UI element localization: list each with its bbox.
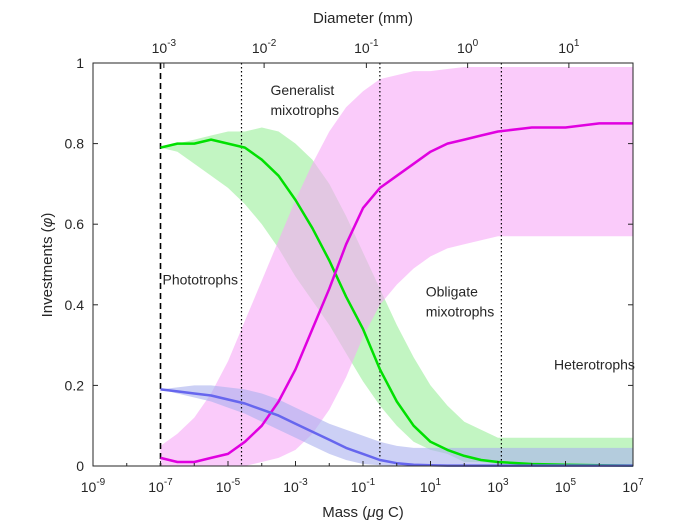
magenta-series-line xyxy=(160,122,633,464)
x-tick-label-6: 103 xyxy=(487,477,509,495)
x-tick-label-0-base: 10 xyxy=(81,479,97,495)
x-axis-label-part-3: g C) xyxy=(375,504,403,521)
top-tick-label-3: 100 xyxy=(457,38,479,56)
y-axis-label-part-1: Investments ( xyxy=(39,227,56,317)
top-tick-label-1-base: 10 xyxy=(252,40,268,56)
top-tick-label-4: 101 xyxy=(558,38,580,56)
x-tick-label-1: 10-7 xyxy=(148,477,173,495)
region-label-2-line-1: Generalist xyxy=(271,82,335,98)
region-label-2-line-2: mixotrophs xyxy=(271,102,339,118)
x-tick-label-3-exponent: -3 xyxy=(299,477,308,488)
top-tick-label-4-exponent: 1 xyxy=(574,38,580,49)
top-tick-label-4-base: 10 xyxy=(558,40,574,56)
x-tick-label-7-base: 10 xyxy=(555,479,571,495)
region-label-1: Phototrophs xyxy=(163,272,239,288)
x-tick-label-7: 105 xyxy=(555,477,577,495)
region-label-3: Obligate mixotrophs xyxy=(426,284,494,320)
magenta-band xyxy=(160,67,633,466)
region-label-1-line-1: Phototrophs xyxy=(163,272,239,288)
x-tick-label-5: 101 xyxy=(420,477,442,495)
x-axis-label: Mass (μg C) xyxy=(322,504,404,521)
top-tick-label-0-base: 10 xyxy=(152,40,168,56)
x-tick-labels: 10-9 10-7 10-5 10-3 10-1 101 103 105 107 xyxy=(81,477,644,495)
plot-area xyxy=(159,63,634,467)
region-label-2: Generalist mixotrophs xyxy=(271,82,339,118)
x-tick-label-5-base: 10 xyxy=(420,479,436,495)
x-axis-label-mu: μ xyxy=(366,504,375,521)
top-tick-label-1-exponent: -2 xyxy=(267,38,276,49)
confidence-bands xyxy=(160,67,633,466)
y-tick-label-0: 0 xyxy=(76,458,84,474)
top-tick-label-3-base: 10 xyxy=(457,40,473,56)
top-tick-label-2-exponent: -1 xyxy=(370,38,379,49)
x-tick-label-6-base: 10 xyxy=(487,479,503,495)
x-tick-label-1-exponent: -7 xyxy=(164,477,173,488)
region-label-4-line-1: Heterotrophs xyxy=(554,356,635,372)
y-axis-label-part-3: ) xyxy=(39,213,56,218)
x-tick-label-8-exponent: 7 xyxy=(638,477,644,488)
top-tick-label-2: 10-1 xyxy=(354,38,379,56)
x-tick-label-3-base: 10 xyxy=(283,479,299,495)
region-label-4: Heterotrophs xyxy=(554,356,635,372)
x-tick-label-4-base: 10 xyxy=(351,479,367,495)
top-tick-label-1: 10-2 xyxy=(252,38,277,56)
blue-band xyxy=(160,385,633,466)
top-axis-label: Diameter (mm) xyxy=(313,10,413,27)
x-tick-label-0: 10-9 xyxy=(81,477,106,495)
green-band xyxy=(160,127,633,466)
top-tick-label-0: 10-3 xyxy=(152,38,177,56)
x-tick-label-5-exponent: 1 xyxy=(436,477,442,488)
y-tick-labels: 0 0.2 0.4 0.6 0.8 1 xyxy=(65,55,85,474)
x-tick-label-3: 10-3 xyxy=(283,477,308,495)
y-axis-label: Investments (φ) xyxy=(39,213,56,318)
x-tick-label-7-exponent: 5 xyxy=(571,477,577,488)
region-labels: Phototrophs Generalist mixotrophs Obligate m… xyxy=(163,82,635,372)
region-label-3-line-2: mixotrophs xyxy=(426,304,494,320)
region-label-3-line-1: Obligate xyxy=(426,284,478,300)
x-tick-label-1-base: 10 xyxy=(148,479,164,495)
x-tick-label-2-base: 10 xyxy=(216,479,232,495)
y-tick-label-2: 0.4 xyxy=(65,297,85,313)
x-tick-label-6-exponent: 3 xyxy=(503,477,509,488)
y-axis-label-phi: φ xyxy=(39,217,56,227)
region-divider-lines xyxy=(159,63,502,466)
x-tick-label-2-exponent: -5 xyxy=(231,477,240,488)
top-tick-label-3-exponent: 0 xyxy=(473,38,479,49)
top-tick-labels: 10-3 10-2 10-1 100 101 xyxy=(152,38,580,56)
y-tick-label-4: 0.8 xyxy=(65,136,85,152)
x-tick-label-4: 10-1 xyxy=(351,477,376,495)
x-tick-label-8: 107 xyxy=(622,477,644,495)
x-tick-label-4-exponent: -1 xyxy=(366,477,375,488)
x-tick-label-2: 10-5 xyxy=(216,477,241,495)
y-tick-label-5: 1 xyxy=(76,55,84,71)
x-tick-label-8-base: 10 xyxy=(622,479,638,495)
top-tick-label-0-exponent: -3 xyxy=(167,38,176,49)
x-axis-label-part-1: Mass ( xyxy=(322,504,367,521)
top-tick-label-2-base: 10 xyxy=(354,40,370,56)
x-tick-label-0-exponent: -9 xyxy=(96,477,105,488)
tick-marks xyxy=(92,62,634,467)
y-tick-label-1: 0.2 xyxy=(65,377,85,393)
y-tick-label-3: 0.6 xyxy=(65,216,85,232)
